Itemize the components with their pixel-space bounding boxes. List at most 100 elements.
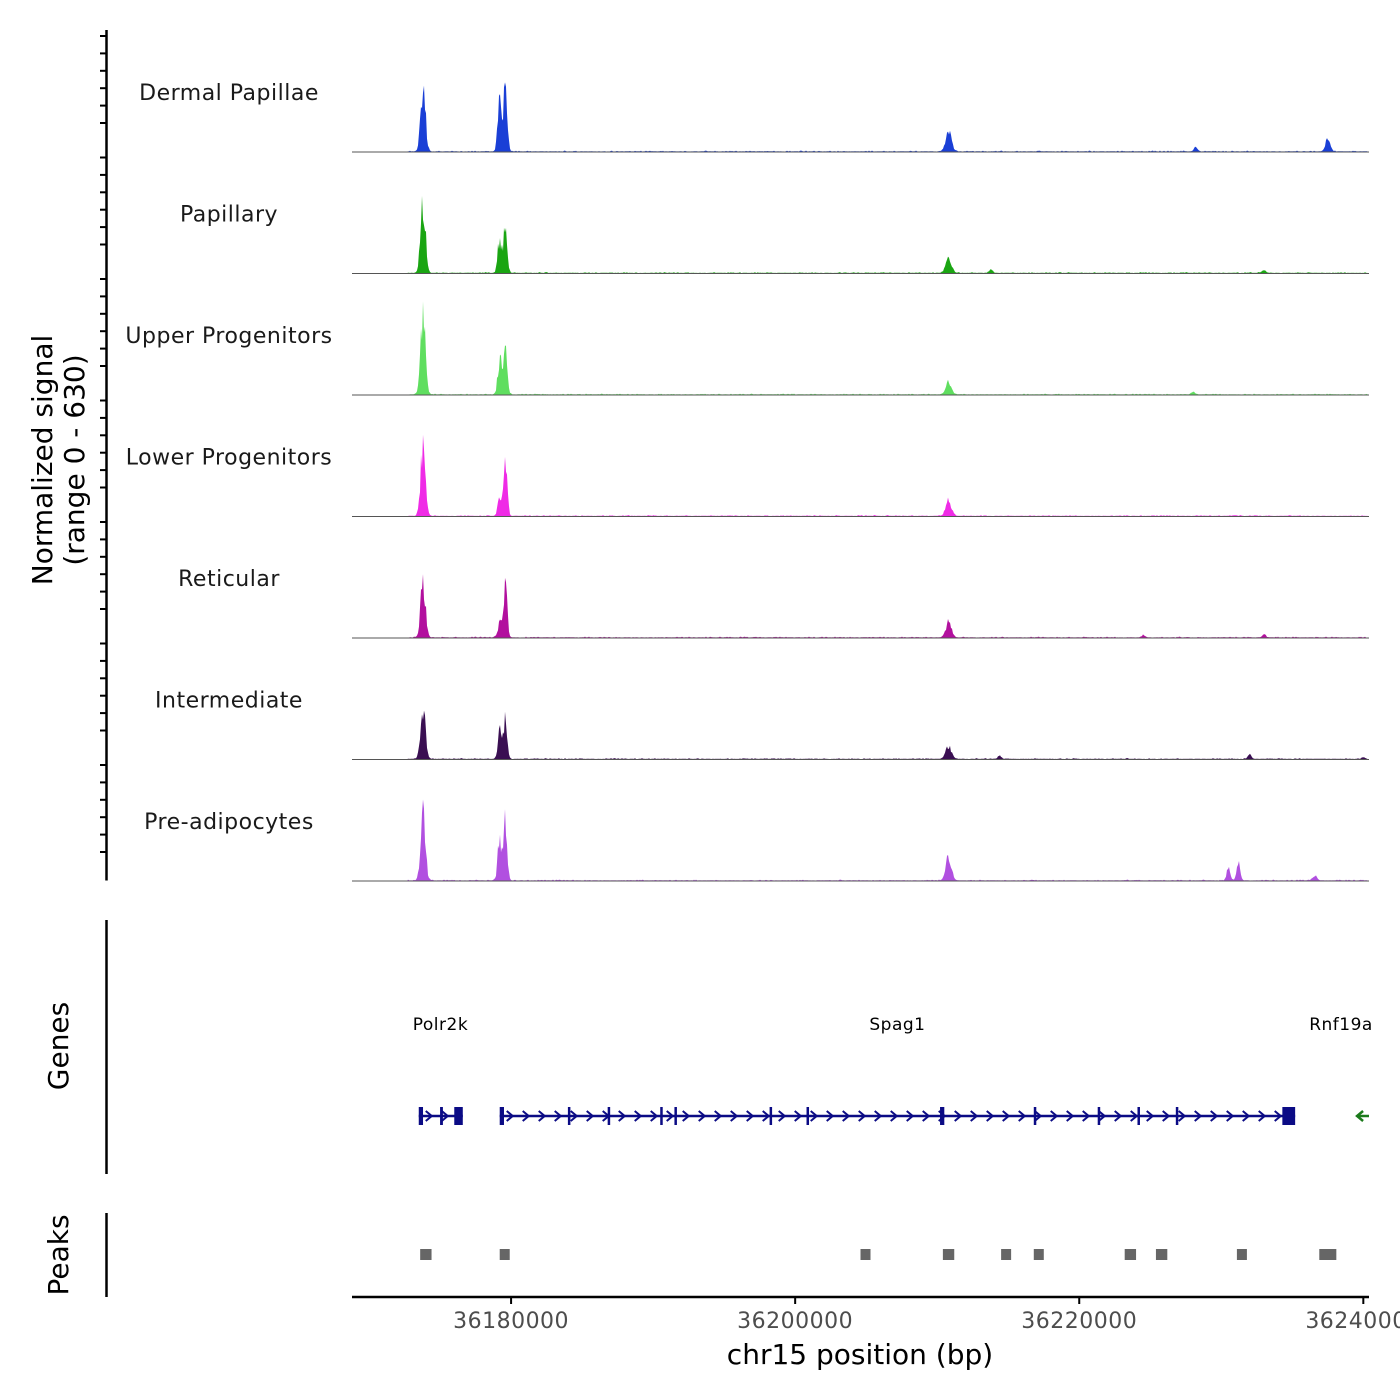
signal-area xyxy=(407,574,1368,638)
track-intermediate: Intermediate xyxy=(155,689,1369,760)
exon xyxy=(418,1107,424,1125)
strand-chevron xyxy=(441,1110,450,1122)
exon xyxy=(499,1107,504,1125)
signal-area xyxy=(407,710,1368,759)
strand-chevron xyxy=(1018,1110,1027,1122)
gene-label: Polr2k xyxy=(413,1015,468,1035)
strand-chevron xyxy=(1226,1110,1235,1122)
track-label: Intermediate xyxy=(155,689,303,714)
strand-chevron xyxy=(730,1110,739,1122)
strand-chevron xyxy=(874,1110,883,1122)
strand-chevron xyxy=(1002,1110,1011,1122)
exon xyxy=(440,1107,443,1125)
y-axis-title-line1: Normalized signal xyxy=(26,335,59,586)
exon xyxy=(454,1107,463,1125)
strand-chevron xyxy=(794,1110,803,1122)
track-upper-progenitors: Upper Progenitors xyxy=(125,301,1369,396)
strand-chevron xyxy=(554,1110,563,1122)
gene-label: Rnf19a xyxy=(1309,1015,1373,1035)
strand-chevron xyxy=(922,1110,931,1122)
gene-spag1: Spag1 xyxy=(499,1015,1296,1125)
strand-chevron xyxy=(1146,1110,1155,1122)
strand-chevron xyxy=(986,1110,995,1122)
exon xyxy=(1137,1107,1140,1125)
strand-chevron xyxy=(746,1110,755,1122)
exon xyxy=(1175,1107,1179,1125)
gene-label: Spag1 xyxy=(869,1015,925,1035)
exon xyxy=(1097,1107,1101,1125)
strand-chevron xyxy=(1162,1110,1171,1122)
track-pre-adipocytes: Pre-adipocytes xyxy=(144,799,1369,882)
exon xyxy=(940,1107,945,1125)
strand-chevron xyxy=(1194,1110,1203,1122)
strand-chevron xyxy=(714,1110,723,1122)
peak-region xyxy=(1033,1249,1044,1260)
strand-chevron xyxy=(1114,1110,1123,1122)
track-label: Reticular xyxy=(178,567,280,592)
track-dermal-papillae: Dermal Papillae xyxy=(139,81,1369,153)
strand-chevron xyxy=(1082,1110,1091,1122)
x-tick-label: 36180000 xyxy=(453,1309,569,1334)
strand-chevron xyxy=(650,1110,659,1122)
exon xyxy=(567,1107,571,1125)
track-label: Lower Progenitors xyxy=(126,446,332,471)
x-tick-label: 36240000 xyxy=(1305,1309,1400,1334)
signal-area xyxy=(407,434,1368,516)
strand-chevron xyxy=(1034,1110,1043,1122)
track-label: Papillary xyxy=(180,203,278,228)
x-tick-label: 36220000 xyxy=(1021,1309,1137,1334)
y-axis-title-line2: (range 0 - 630) xyxy=(58,354,91,565)
strand-chevron xyxy=(858,1110,867,1122)
strand-chevron xyxy=(890,1110,899,1122)
strand-chevron xyxy=(1242,1110,1251,1122)
peak-region xyxy=(1124,1249,1137,1260)
signal-area xyxy=(407,301,1368,395)
strand-chevron xyxy=(634,1110,643,1122)
track-papillary: Papillary xyxy=(180,195,1369,274)
strand-chevron xyxy=(538,1110,547,1122)
strand-chevron xyxy=(1274,1110,1283,1122)
strand-chevron xyxy=(1178,1110,1187,1122)
peaks-panel xyxy=(105,1213,1337,1297)
strand-chevron xyxy=(906,1110,915,1122)
strand-chevron xyxy=(1210,1110,1219,1122)
strand-chevron xyxy=(1066,1110,1075,1122)
strand-chevron xyxy=(1130,1110,1139,1122)
exon xyxy=(1033,1107,1037,1125)
strand-chevron xyxy=(682,1110,691,1122)
strand-chevron xyxy=(842,1110,851,1122)
coverage-tracks: Dermal Papillae Papillary Upper Progenitor… xyxy=(125,81,1369,882)
signal-area xyxy=(407,799,1368,881)
strand-chevron xyxy=(970,1110,979,1122)
exon xyxy=(806,1107,810,1125)
strand-chevron xyxy=(1258,1110,1267,1122)
track-lower-progenitors: Lower Progenitors xyxy=(126,434,1369,517)
strand-chevron xyxy=(618,1110,627,1122)
strand-chevron xyxy=(425,1110,434,1122)
x-tick-label: 36200000 xyxy=(737,1309,853,1334)
strand-chevron xyxy=(586,1110,595,1122)
strand-chevron xyxy=(522,1110,531,1122)
genes-panel: Polr2k Spag1 Rnf19a xyxy=(105,920,1373,1174)
gene-polr2k: Polr2k xyxy=(413,1015,468,1125)
x-axis: 36180000 36200000 36220000 36240000 xyxy=(352,1295,1400,1334)
exon xyxy=(769,1107,773,1125)
strand-chevron xyxy=(810,1110,819,1122)
exon xyxy=(607,1107,611,1125)
peak-region xyxy=(499,1249,510,1260)
genes-panel-label: Genes xyxy=(42,1002,75,1090)
strand-chevron xyxy=(778,1110,787,1122)
strand-chevron xyxy=(506,1110,515,1122)
track-reticular: Reticular xyxy=(178,567,1369,639)
peaks-panel-label: Peaks xyxy=(42,1214,75,1295)
signal-area xyxy=(407,82,1368,152)
strand-chevron xyxy=(570,1110,579,1122)
peak-region xyxy=(860,1249,871,1260)
gene-rnf19a: Rnf19a xyxy=(1309,1015,1373,1122)
peak-region xyxy=(1236,1249,1247,1260)
peak-region xyxy=(942,1249,955,1260)
y-axis xyxy=(100,30,108,881)
peak-region xyxy=(420,1249,432,1260)
peak-region xyxy=(1155,1249,1168,1260)
